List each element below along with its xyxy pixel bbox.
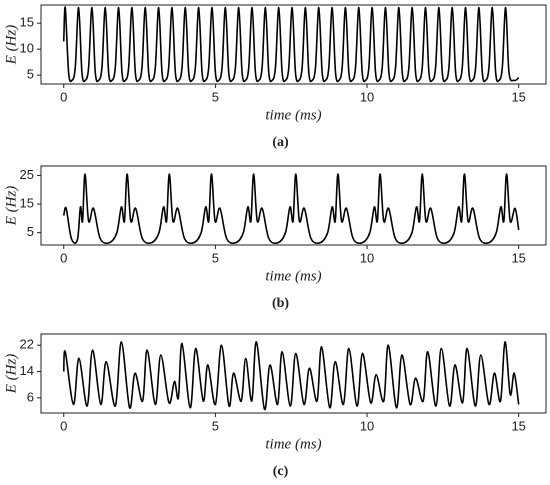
y-tick-label: 15 <box>20 196 34 211</box>
y-tick-label: 14 <box>20 363 34 378</box>
y-tick-label: 15 <box>20 15 34 30</box>
line <box>62 173 520 245</box>
x-tick-label: 5 <box>212 89 219 104</box>
y-tick-label: 22 <box>20 337 34 352</box>
y-tick-label: 25 <box>20 167 34 182</box>
y-axis-label: E (Hz) <box>3 25 19 66</box>
x-tick-label: 10 <box>360 250 374 265</box>
x-axis-label: time (ms) <box>265 107 321 123</box>
line <box>62 341 520 411</box>
x-tick-label: 5 <box>212 418 219 433</box>
caption: (b) <box>272 296 289 311</box>
caption: (c) <box>273 464 289 479</box>
y-axis-label: E (Hz) <box>3 186 19 227</box>
x-tick-label: 0 <box>60 250 67 265</box>
plot-frame <box>40 4 547 85</box>
plot-frame <box>40 165 547 246</box>
x-tick-label: 0 <box>60 89 67 104</box>
y-tick-label: 5 <box>27 67 34 82</box>
plot-frame <box>40 333 547 414</box>
y-axis-label: E (Hz) <box>3 354 19 395</box>
x-tick-label: 10 <box>360 89 374 104</box>
x-axis-label: time (ms) <box>265 436 321 452</box>
caption: (a) <box>272 135 289 150</box>
line <box>62 6 520 83</box>
x-tick-label: 15 <box>511 250 525 265</box>
y-tick-label: 5 <box>27 224 34 239</box>
x-tick-label: 15 <box>511 89 525 104</box>
x-tick-label: 10 <box>360 418 374 433</box>
x-tick-label: 5 <box>212 250 219 265</box>
x-axis-label: time (ms) <box>265 268 321 284</box>
y-tick-label: 6 <box>27 389 34 404</box>
x-tick-label: 15 <box>511 418 525 433</box>
x-tick-label: 0 <box>60 418 67 433</box>
y-tick-label: 10 <box>20 41 34 56</box>
